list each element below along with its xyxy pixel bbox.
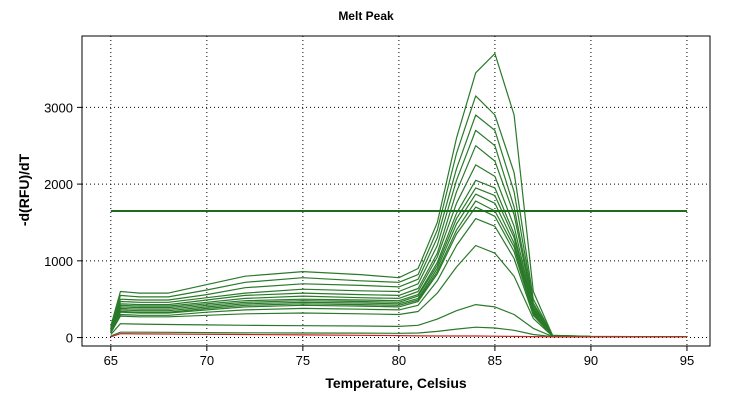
plot-area — [81, 35, 711, 347]
series-line — [110, 95, 688, 338]
series-line — [110, 326, 687, 338]
series-line — [110, 52, 688, 338]
x-tick-label: 90 — [584, 353, 598, 368]
x-tick-label: 75 — [296, 353, 310, 368]
y-tick-label: 0 — [66, 331, 73, 346]
x-tick-label: 65 — [104, 353, 118, 368]
negative-control-line — [110, 333, 687, 338]
x-tick-label: 85 — [488, 353, 502, 368]
y-tick-label: 3000 — [44, 100, 73, 115]
series-line — [110, 218, 687, 338]
y-axis-label: -d(RFU)/dT — [16, 153, 32, 227]
x-tick-label: 70 — [200, 353, 214, 368]
series-line — [110, 304, 687, 338]
series-line — [110, 244, 687, 338]
x-axis-label: Temperature, Celsius — [325, 375, 467, 391]
x-tick-label: 95 — [680, 353, 694, 368]
y-tick-label: 1000 — [44, 254, 73, 269]
y-tick-label: 2000 — [44, 177, 73, 192]
chart-title: Melt Peak — [338, 9, 394, 23]
x-tick-label: 80 — [392, 353, 406, 368]
